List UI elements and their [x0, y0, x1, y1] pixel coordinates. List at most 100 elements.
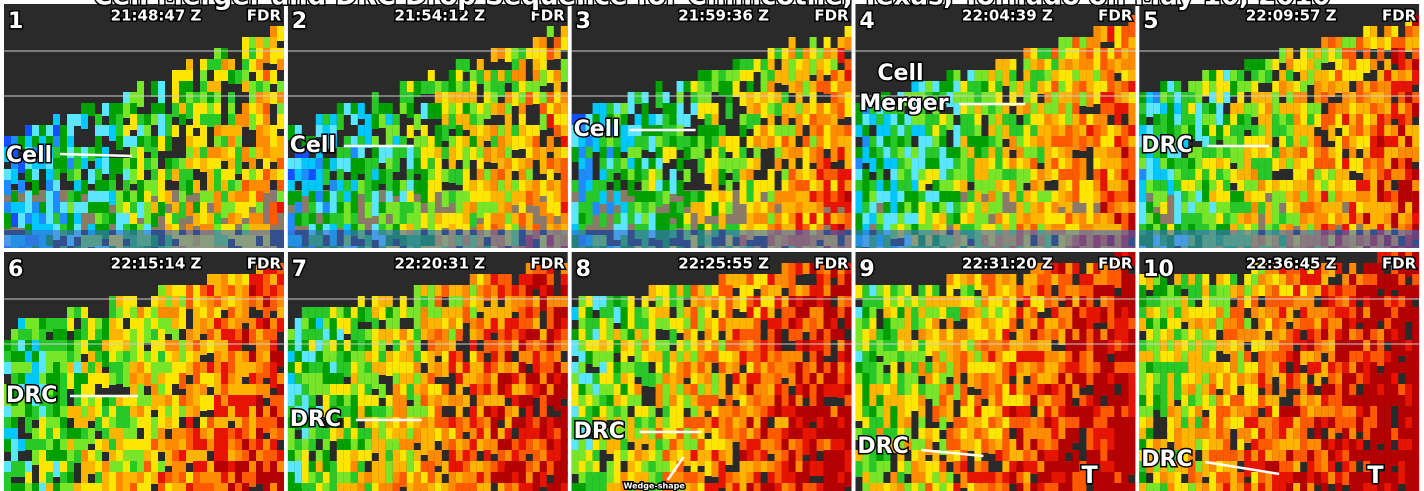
echo: [130, 92, 137, 104]
echo: [883, 307, 891, 322]
echo: [25, 213, 32, 225]
echo: [434, 329, 442, 342]
echo: [329, 180, 337, 194]
echo: [1384, 224, 1392, 235]
echo: [462, 103, 470, 118]
echo: [788, 329, 796, 341]
echo: [1121, 169, 1129, 185]
echo: [718, 362, 726, 375]
echo: [634, 213, 642, 224]
echo: [725, 81, 733, 97]
echo: [585, 439, 593, 453]
echo: [490, 318, 498, 333]
echo: [753, 450, 761, 461]
echo: [1030, 202, 1038, 214]
echo: [546, 70, 554, 83]
panel-number: 3: [576, 9, 591, 34]
echo: [883, 103, 891, 117]
echo: [277, 59, 284, 70]
echo: [1209, 92, 1217, 105]
echo: [186, 147, 193, 161]
echo: [371, 158, 379, 169]
echo: [193, 180, 200, 193]
echo: [760, 307, 768, 320]
echo: [767, 307, 775, 319]
echo: [235, 114, 242, 126]
echo: [746, 136, 754, 148]
echo: [816, 169, 824, 182]
echo: [165, 417, 172, 429]
echo: [560, 26, 568, 37]
echo: [599, 147, 607, 162]
echo: [1363, 26, 1371, 42]
echo: [207, 147, 214, 162]
echo: [434, 417, 442, 428]
echo: [249, 417, 256, 432]
echo: [1314, 147, 1322, 159]
echo: [74, 180, 81, 195]
echo: [676, 307, 684, 322]
echo: [932, 125, 940, 138]
echo: [795, 147, 803, 158]
echo: [497, 428, 505, 443]
echo: [732, 158, 740, 174]
echo: [641, 329, 649, 341]
echo: [441, 81, 449, 93]
echo: [67, 428, 74, 441]
echo: [214, 70, 221, 82]
echo: [1412, 180, 1420, 194]
echo: [53, 158, 60, 171]
echo: [4, 472, 11, 485]
echo: [546, 450, 554, 465]
echo: [911, 191, 919, 205]
annotation: DRC: [290, 407, 341, 432]
echo: [179, 373, 186, 389]
echo: [308, 483, 316, 491]
echo: [158, 191, 165, 207]
echo: [490, 213, 498, 228]
echo: [676, 450, 684, 461]
echo: [669, 318, 677, 329]
echo: [648, 417, 656, 433]
echo: [1146, 136, 1154, 147]
echo: [732, 81, 740, 97]
echo: [518, 296, 526, 308]
echo: [788, 483, 796, 491]
echo: [200, 202, 207, 217]
echo: [1342, 125, 1350, 137]
echo: [648, 191, 656, 205]
echo: [102, 461, 109, 474]
echo: [165, 213, 172, 229]
echo: [25, 417, 32, 433]
echo: [151, 202, 158, 216]
echo: [1237, 70, 1245, 85]
echo: [1195, 169, 1203, 182]
echo: [781, 296, 789, 310]
echo: [1321, 169, 1329, 183]
echo: [427, 439, 435, 453]
echo: [788, 285, 796, 301]
echo: [172, 439, 179, 451]
echo: [137, 439, 144, 454]
echo: [613, 158, 621, 173]
echo: [718, 428, 726, 444]
echo: [263, 362, 270, 378]
echo: [301, 329, 309, 345]
echo: [378, 472, 386, 485]
echo: [378, 202, 386, 215]
echo: [578, 136, 586, 148]
echo: [711, 318, 719, 330]
echo: [294, 483, 302, 491]
echo: [837, 351, 845, 367]
echo: [739, 373, 747, 384]
echo: [130, 406, 137, 421]
echo: [662, 351, 670, 362]
echo: [1258, 125, 1266, 139]
echo: [1307, 213, 1315, 226]
echo: [1209, 70, 1217, 84]
echo: [1349, 158, 1357, 171]
echo: [774, 406, 782, 421]
echo: [553, 70, 561, 86]
echo: [613, 417, 621, 432]
echo: [816, 417, 824, 430]
